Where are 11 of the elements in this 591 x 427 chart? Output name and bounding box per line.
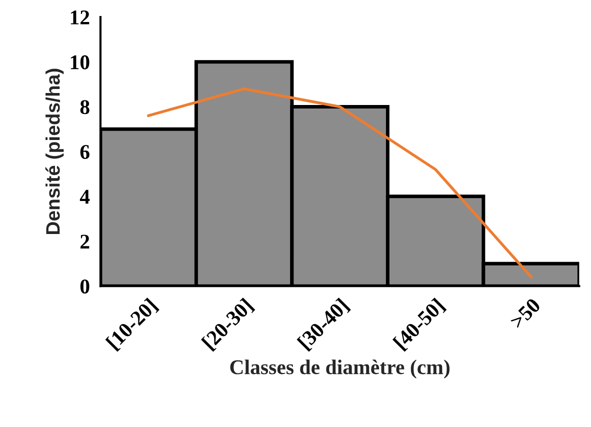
y-tick-label: 4 [80,190,90,204]
y-tick-label: 10 [70,55,90,70]
line-series [146,87,533,279]
y-tick-label: 2 [80,234,90,248]
x-axis-title: Classes de diamètre (cm) [230,360,450,379]
y-axis-title: Densité (pieds/ha) [45,68,64,234]
y-tick-label: 8 [80,100,90,114]
y-tick-label: 0 [80,279,90,294]
x-tick-label: >50 [509,297,542,330]
y-tick-label: 12 [70,10,90,24]
y-tick-label: 6 [80,145,90,160]
